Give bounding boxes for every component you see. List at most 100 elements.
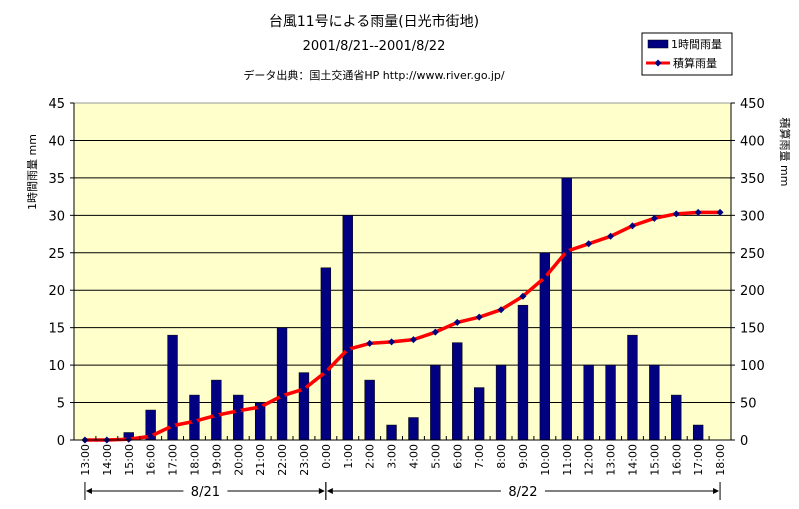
arrow-left-icon: [326, 488, 333, 494]
y-tick-label: 25: [48, 247, 65, 262]
cumulative-marker: [409, 336, 417, 344]
y2-tick-label: 150: [740, 322, 765, 337]
cumulative-marker: [234, 407, 242, 415]
legend-marker-icon: [654, 59, 662, 67]
cumulative-marker: [607, 232, 615, 240]
y-tick-label: 5: [57, 397, 65, 412]
x-tick-label: 13:00: [605, 444, 618, 476]
x-tick-label: 18:00: [714, 444, 727, 476]
x-tick-label: 15:00: [648, 444, 661, 476]
y-axis-label: 1時間雨量 mm: [26, 134, 39, 210]
x-tick-label: 21:00: [254, 444, 267, 476]
bar-hourly-rainfall: [320, 267, 332, 441]
x-tick-label: 16:00: [670, 444, 683, 476]
y2-tick-label: 300: [740, 209, 765, 224]
y2-tick-label: 0: [740, 434, 748, 449]
cumulative-marker: [628, 222, 636, 230]
cumulative-marker: [497, 306, 505, 314]
cumulative-marker: [147, 432, 155, 440]
cumulative-marker: [300, 385, 308, 393]
cumulative-marker: [169, 422, 177, 430]
x-tick-label: 10:00: [539, 444, 552, 476]
y2-tick-label: 350: [740, 172, 765, 187]
legend: 1時間雨量 積算雨量: [641, 32, 733, 76]
x-tick-label: 1:00: [342, 444, 355, 469]
chart-source: データ出典：国土交通省HP http://www.river.go.jp/: [243, 68, 504, 82]
y-tick-label: 0: [57, 434, 65, 449]
arrow-right-icon: [713, 488, 720, 494]
bar-hourly-rainfall: [692, 424, 704, 441]
y2-tick-label: 200: [740, 284, 765, 299]
bar-hourly-rainfall: [189, 394, 200, 441]
cumulative-marker: [453, 318, 461, 326]
axes: 0510152025303540450501001502002503003504…: [48, 97, 765, 500]
bar-hourly-rainfall: [473, 387, 485, 441]
y-tick-label: 15: [48, 322, 65, 337]
bar-hourly-rainfall: [430, 364, 441, 441]
x-tick-label: 23:00: [298, 444, 311, 476]
cumulative-marker: [585, 240, 593, 248]
x-tick-label: 4:00: [407, 444, 420, 469]
date-group-label: 8/21: [191, 485, 220, 500]
cumulative-marker: [672, 210, 680, 218]
bar-hourly-rainfall: [605, 364, 616, 441]
x-tick-label: 3:00: [386, 444, 399, 469]
bar-hourly-rainfall: [276, 327, 288, 441]
date-group-bracket: 8/21: [84, 482, 327, 500]
cumulative-marker: [322, 368, 330, 376]
arrow-left-icon: [85, 488, 92, 494]
bar-hourly-rainfall: [452, 342, 463, 441]
cumulative-marker: [694, 208, 702, 216]
legend-bar-swatch: [647, 39, 669, 49]
cumulative-marker: [563, 247, 571, 255]
cumulative-marker: [475, 313, 483, 321]
x-tick-label: 15:00: [123, 444, 136, 476]
cumulative-marker: [519, 292, 527, 300]
bar-hourly-rainfall: [233, 394, 244, 441]
cumulative-marker: [344, 345, 352, 353]
x-tick-label: 18:00: [188, 444, 201, 476]
cumulative-line: [81, 208, 724, 444]
x-tick-label: 17:00: [167, 444, 180, 476]
cumulative-marker: [431, 328, 439, 336]
x-tick-label: 9:00: [517, 444, 530, 469]
x-tick-label: 7:00: [473, 444, 486, 469]
bar-hourly-rainfall: [517, 304, 529, 441]
arrow-right-icon: [318, 488, 325, 494]
cumulative-marker: [125, 435, 133, 443]
bar-hourly-rainfall: [561, 177, 572, 441]
bar-hourly-rainfall: [298, 372, 310, 441]
x-tick-label: 13:00: [79, 444, 92, 476]
x-tick-label: 8:00: [495, 444, 508, 469]
x-tick-label: 14:00: [101, 444, 114, 476]
x-tick-label: 17:00: [692, 444, 705, 476]
x-tick-label: 11:00: [561, 444, 574, 476]
y-tick-label: 35: [48, 172, 65, 187]
x-tick-label: 16:00: [145, 444, 158, 476]
date-group-bracket: 8/22: [325, 482, 721, 500]
legend-label-cumulative: 積算雨量: [673, 56, 717, 70]
y2-tick-label: 50: [740, 397, 757, 412]
y-tick-label: 20: [48, 284, 65, 299]
y-tick-label: 40: [48, 134, 65, 149]
bar-hourly-rainfall: [495, 364, 507, 441]
bar-hourly-rainfall: [364, 379, 375, 441]
x-tick-label: 0:00: [320, 444, 333, 469]
y2-tick-label: 100: [740, 359, 765, 374]
bar-hourly-rainfall: [649, 364, 660, 441]
plot-area: [74, 103, 731, 440]
x-tick-label: 19:00: [210, 444, 223, 476]
bar-hourly-rainfall: [342, 215, 353, 441]
y-tick-label: 30: [48, 209, 65, 224]
y-tick-label: 45: [48, 97, 65, 112]
bar-hourly-rainfall: [211, 379, 222, 441]
cumulative-marker: [650, 214, 658, 222]
y2-tick-label: 400: [740, 134, 765, 149]
date-group-label: 8/22: [508, 485, 537, 500]
x-tick-label: 14:00: [626, 444, 639, 476]
chart-title: 台風11号による雨量(日光市街地): [269, 13, 479, 30]
x-tick-label: 6:00: [451, 444, 464, 469]
x-tick-label: 12:00: [583, 444, 596, 476]
bar-hourly-rainfall: [386, 424, 397, 441]
